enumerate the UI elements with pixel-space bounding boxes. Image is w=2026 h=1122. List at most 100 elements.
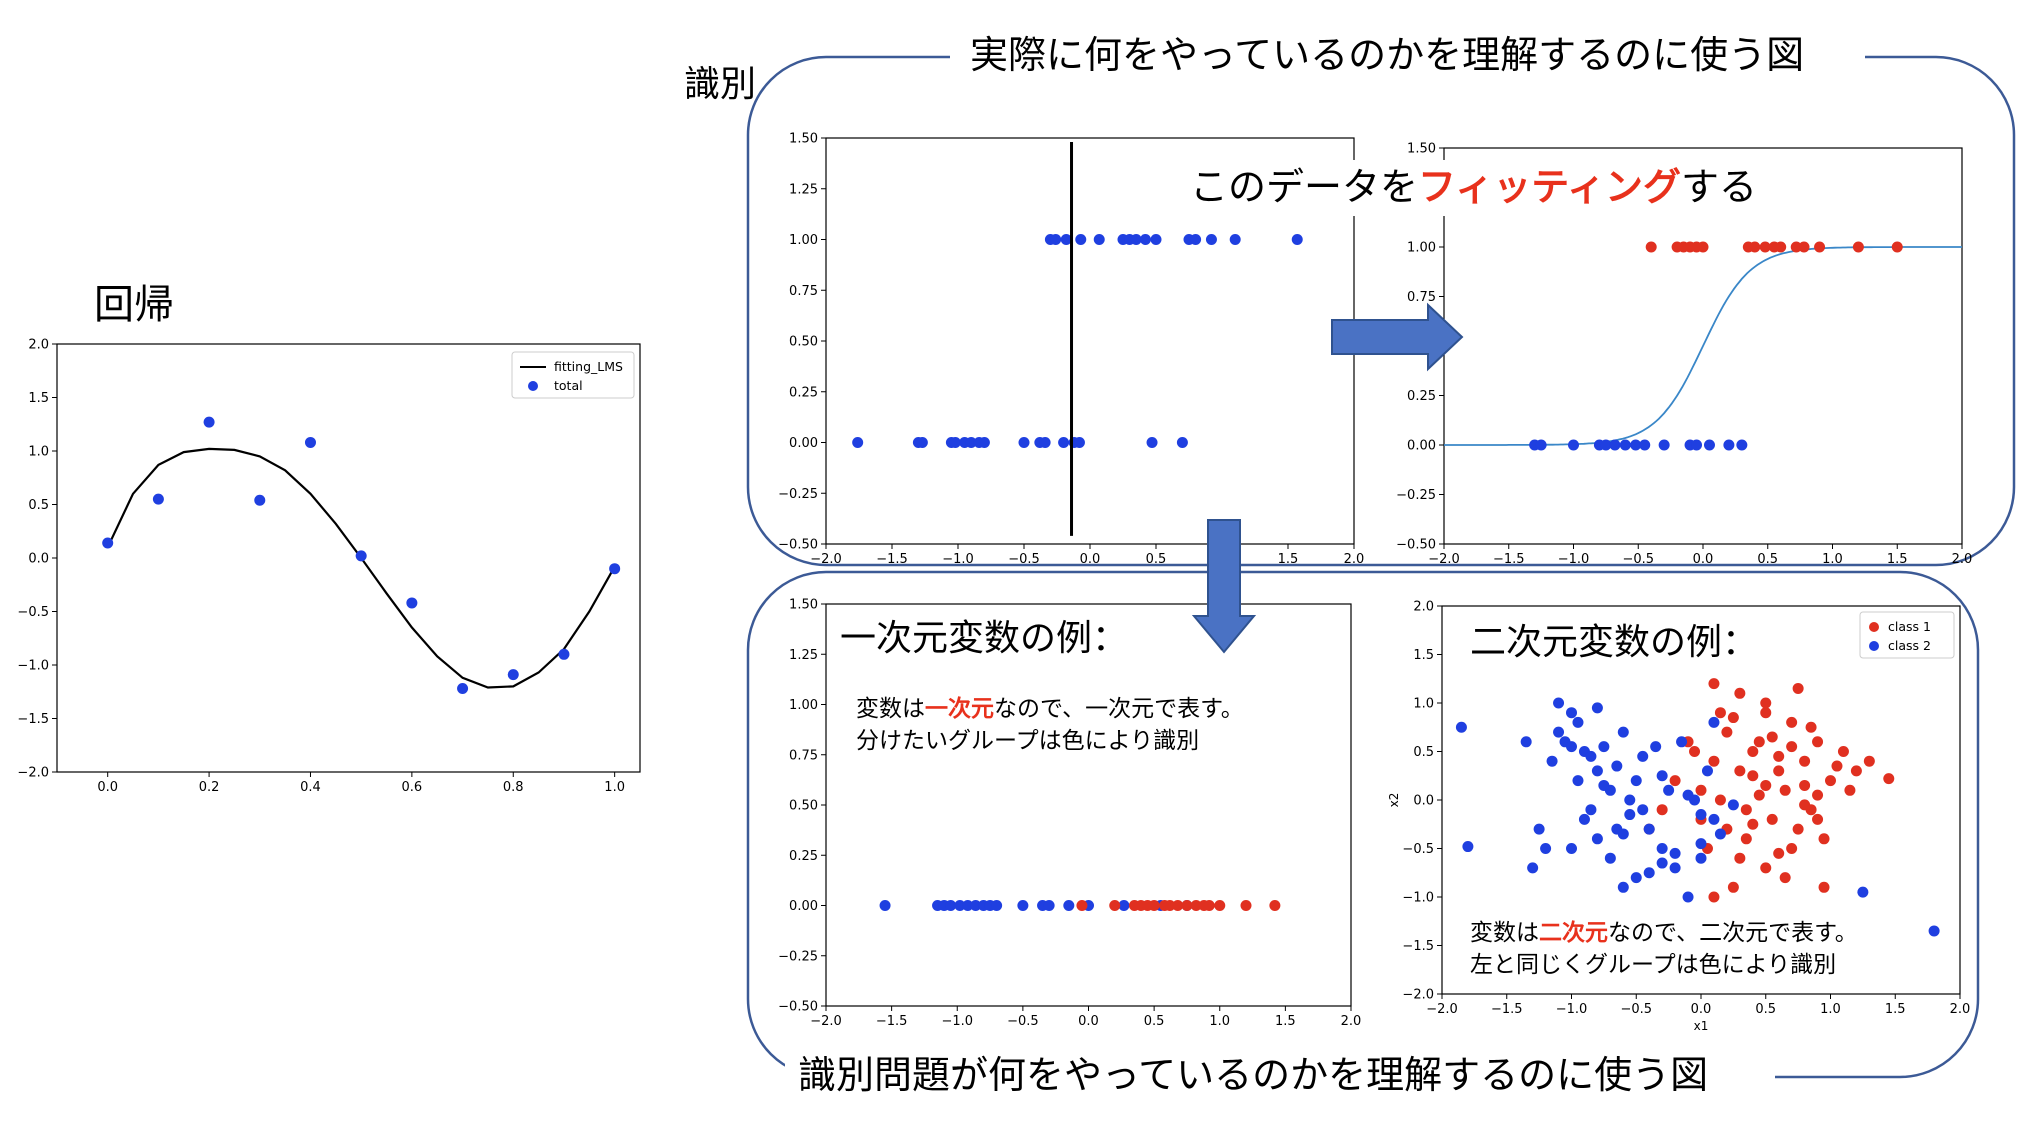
x-tick-label: 1.0: [604, 780, 625, 795]
data-point: [102, 537, 114, 549]
data-point: [1734, 852, 1746, 864]
data-point: [1721, 726, 1733, 738]
fitting-caption: このデータをフィッティングする: [1190, 165, 1757, 209]
y-tick-label: 1.25: [789, 182, 818, 197]
data-point: [1533, 823, 1545, 835]
data-point: [254, 494, 266, 506]
data-point: [1073, 437, 1085, 448]
data-point: [1617, 881, 1629, 893]
data-point: [1591, 765, 1603, 777]
y-tick-label: −1.0: [17, 659, 49, 674]
data-point: [1775, 241, 1787, 253]
data-point: [1172, 900, 1184, 911]
plot-frame: [825, 603, 1352, 1007]
data-point: [1630, 775, 1642, 787]
x-tick-label: 0.5: [1757, 552, 1778, 567]
data-point: [1572, 716, 1584, 728]
data-point: [1630, 872, 1642, 884]
bottom-caption-mask: [785, 1056, 1775, 1096]
fitting-caption-emphasis: フィッティング: [1418, 165, 1681, 209]
data-point: [1799, 779, 1811, 791]
y-tick-label: 1.50: [1407, 142, 1436, 157]
data-point: [1656, 843, 1668, 854]
classification-title: 識別: [684, 64, 756, 105]
x-tick-label: 2.0: [1950, 1002, 1971, 1017]
data-point: [1786, 716, 1798, 728]
data-point: [1727, 881, 1739, 893]
data-point: [1708, 891, 1720, 903]
x-tick-label: 0.0: [1080, 552, 1101, 567]
data-point: [457, 683, 469, 695]
y-tick-label: −0.25: [778, 487, 818, 502]
data-point: [1812, 736, 1824, 748]
data-point: [1039, 437, 1051, 448]
data-point: [1190, 234, 1202, 245]
data-point: [1591, 833, 1603, 845]
right-arrow-shape: [1331, 302, 1464, 372]
x-tick-label: −1.5: [1491, 1002, 1523, 1017]
data-point: [1568, 439, 1579, 451]
data-point: [1863, 755, 1875, 767]
x-tick-label: 0.5: [1755, 1002, 1776, 1017]
data-point: [1109, 900, 1121, 911]
x-tick-label: 1.5: [1275, 1014, 1296, 1029]
data-point: [1598, 741, 1610, 753]
x-tick-label: −1.0: [1556, 1002, 1588, 1017]
y-tick-label: 0.75: [789, 748, 818, 763]
x-tick-label: 0.2: [199, 780, 220, 795]
x-tick-label: −1.0: [1558, 552, 1590, 567]
one-dim-chart: −2.0 −1.5 −1.0 −0.5 0.0 0.5 1.0 1.5 2.0 1.50 1.25 1…: [778, 598, 1361, 1030]
data-point: [1075, 234, 1087, 245]
data-point: [1779, 872, 1791, 884]
x-tick-label: 1.5: [1887, 552, 1908, 567]
data-point: [1553, 726, 1565, 738]
data-point: [1818, 833, 1830, 845]
data-point: [1630, 439, 1642, 451]
data-point: [1850, 765, 1862, 777]
plot-frame: [56, 343, 641, 773]
y-tick-label: 1.00: [1407, 241, 1436, 256]
two-dim-heading: 二次元変数の例：: [1470, 622, 1758, 663]
x-tick-label: −2.0: [810, 552, 842, 567]
data-point: [1600, 439, 1612, 451]
data-point: [1269, 900, 1281, 911]
y-tick-label: −2.0: [17, 766, 49, 781]
two-dim-desc-line2: 左と同じくグループは色により識別: [1470, 952, 1836, 978]
data-point: [1637, 804, 1649, 816]
two-dim-desc-pre: 変数は: [1470, 920, 1539, 946]
x-tick-label: 1.0: [1822, 552, 1843, 567]
x-tick-label: 0.0: [97, 780, 118, 795]
x-axis-label: x1: [1694, 1019, 1709, 1033]
one-dim-desc-line1: 変数は一次元なので、一次元で表す。: [856, 695, 1244, 722]
y-tick-label: 1.00: [789, 233, 818, 248]
x-tick-label: 0.5: [1146, 552, 1167, 567]
x-tick-label: 0.0: [1691, 1002, 1712, 1017]
two-dim-heading-bg: [1466, 616, 1796, 668]
x-tick-label: 0.4: [300, 780, 321, 795]
data-point: [1566, 843, 1577, 854]
x-tick-label: 0.8: [503, 780, 524, 795]
y-tick-label: 0.5: [28, 498, 49, 513]
one-dim-desc-post: なので、一次元で表す。: [994, 696, 1244, 722]
data-point: [1566, 741, 1577, 753]
x-tick-label: −1.5: [1493, 552, 1525, 567]
data-point: [970, 900, 982, 911]
data-point: [1624, 794, 1636, 806]
data-point: [1695, 784, 1707, 796]
data-point: [1669, 775, 1681, 787]
fitting-caption-pre: このデータを: [1190, 165, 1418, 209]
x-tick-label: −1.5: [876, 1014, 908, 1029]
data-point: [1818, 881, 1830, 893]
x-tick-label: 2.0: [1952, 552, 1973, 567]
data-point: [1734, 765, 1746, 777]
data-point: [1060, 234, 1072, 245]
data-point: [1928, 925, 1940, 937]
data-point: [1535, 439, 1547, 451]
data-point: [1205, 234, 1217, 245]
x-tick-label: 1.0: [1209, 1014, 1230, 1029]
data-point: [1181, 900, 1193, 911]
data-point: [1546, 755, 1558, 767]
y-tick-label: −0.25: [778, 949, 818, 964]
y-tick-label: 0.00: [789, 436, 818, 451]
data-point: [1063, 900, 1075, 911]
